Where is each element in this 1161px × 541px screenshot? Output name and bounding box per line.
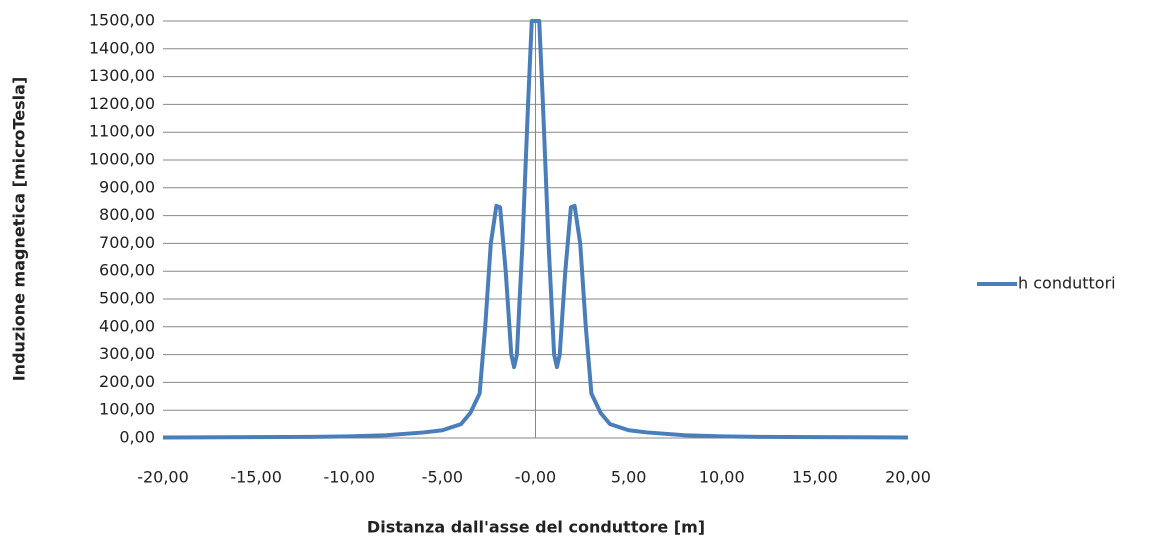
y-tick-label: 1400,00	[89, 38, 155, 57]
y-tick-label: 1000,00	[89, 150, 155, 169]
y-tick-label: 600,00	[99, 261, 155, 280]
x-tick-label: 5,00	[611, 468, 647, 487]
y-tick-label: 500,00	[99, 289, 155, 308]
x-tick-label: -20,00	[137, 468, 189, 487]
y-tick-label: 100,00	[99, 400, 155, 419]
x-tick-label: -15,00	[230, 468, 282, 487]
x-tick-label: -0,00	[515, 468, 556, 487]
x-tick-label: -5,00	[422, 468, 463, 487]
y-tick-label: 800,00	[99, 205, 155, 224]
y-tick-label: 1300,00	[89, 66, 155, 85]
y-tick-label: 400,00	[99, 316, 155, 335]
x-tick-label: 10,00	[699, 468, 745, 487]
x-tick-label: 20,00	[885, 468, 931, 487]
y-tick-label: 700,00	[99, 233, 155, 252]
y-tick-label: 0,00	[119, 428, 155, 447]
y-tick-label: 300,00	[99, 344, 155, 363]
x-tick-label: -10,00	[323, 468, 375, 487]
legend-label: h conduttori	[1018, 274, 1116, 293]
y-tick-label: 200,00	[99, 372, 155, 391]
y-tick-label: 900,00	[99, 177, 155, 196]
series-line	[162, 19, 909, 440]
y-tick-label: 1100,00	[89, 122, 155, 141]
y-tick-label: 1200,00	[89, 94, 155, 113]
x-axis-title: Distanza dall'asse del conduttore [m]	[367, 518, 705, 537]
y-tick-label: 1500,00	[89, 11, 155, 30]
y-axis-title: Induzione magnetica [microTesla]	[10, 77, 29, 382]
x-tick-label: 15,00	[792, 468, 838, 487]
